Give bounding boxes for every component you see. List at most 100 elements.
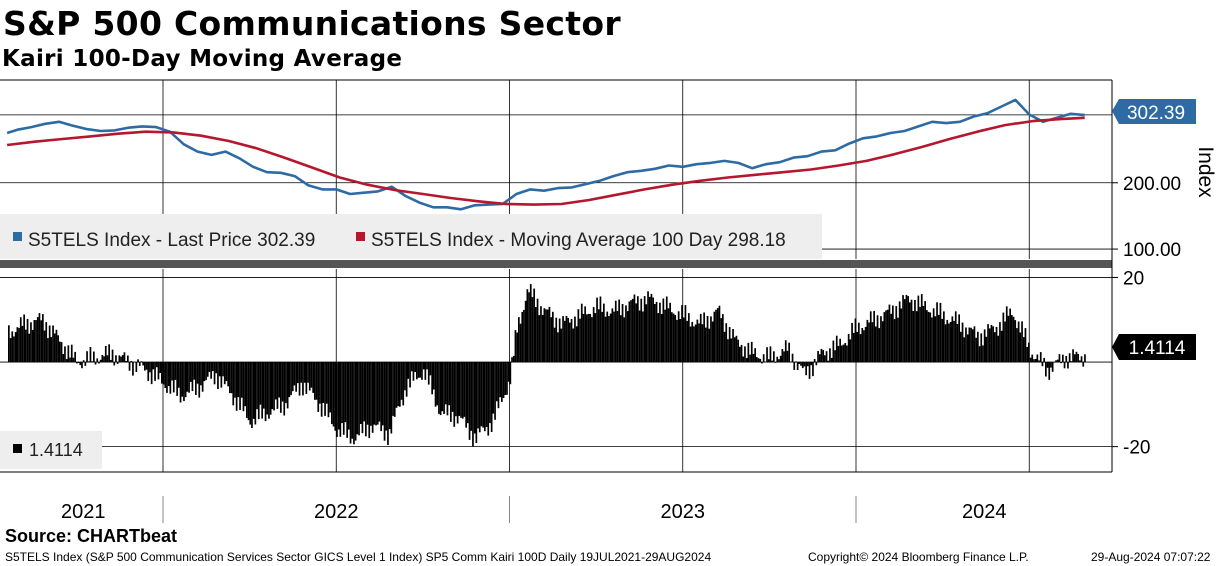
price-last-value-label: 302.39 xyxy=(1127,103,1185,124)
kairi-bar xyxy=(212,362,214,372)
kairi-bar xyxy=(382,362,384,426)
kairi-bar xyxy=(320,362,323,417)
kairi-bar xyxy=(970,327,972,363)
kairi-bar xyxy=(1079,360,1081,362)
kairi-bar xyxy=(380,362,382,432)
kairi-bar xyxy=(128,362,131,371)
kairi-bar xyxy=(441,362,444,412)
kairi-bar xyxy=(346,362,348,438)
kairi-bar xyxy=(70,344,73,363)
kairi-bar xyxy=(541,314,544,362)
kairi-bar xyxy=(198,362,201,398)
kairi-bar xyxy=(798,362,801,364)
kairi-bar xyxy=(555,317,558,362)
kairi-bar xyxy=(676,319,678,362)
kairi-bar xyxy=(74,351,76,363)
kairi-bar xyxy=(55,329,58,362)
kairi-bar xyxy=(1026,347,1028,362)
kairi-bar xyxy=(725,323,728,362)
kairi-bar xyxy=(1039,352,1042,363)
kairi-bar xyxy=(1060,362,1062,364)
kairi-bar xyxy=(213,362,216,385)
kairi-bar xyxy=(565,315,568,362)
kairi-bar xyxy=(563,320,566,362)
kairi-bar xyxy=(866,319,869,362)
kairi-bar xyxy=(936,302,938,363)
kairi-bar xyxy=(291,362,294,392)
kairi-bar xyxy=(433,362,435,390)
kairi-bar xyxy=(597,309,600,362)
kairi-bar xyxy=(971,329,974,362)
kairi-bar xyxy=(1007,315,1010,363)
kairi-bar xyxy=(533,288,535,362)
kairi-bar xyxy=(427,362,430,385)
kairi-bar xyxy=(592,307,595,362)
kairi-bar xyxy=(1024,328,1027,362)
kairi-bar xyxy=(1043,357,1045,362)
kairi-bar xyxy=(591,317,593,362)
kairi-bar xyxy=(841,345,843,363)
kairi-bar xyxy=(982,345,984,363)
kairi-bar xyxy=(104,346,107,363)
kairi-bar xyxy=(1080,356,1083,362)
kairi-bar xyxy=(662,298,665,363)
kairi-bar xyxy=(694,324,697,362)
kairi-bar xyxy=(973,326,976,362)
kairi-bar xyxy=(956,324,959,362)
kairi-bar xyxy=(310,362,313,388)
kairi-bar xyxy=(79,362,82,366)
kairi-bar xyxy=(740,344,743,362)
kairi-bar xyxy=(497,362,500,409)
kairi-bar xyxy=(26,319,29,363)
kairi-bar xyxy=(246,362,248,418)
kairi-bar xyxy=(65,359,68,362)
kairi-bar xyxy=(569,322,571,362)
x-tick-label: 2024 xyxy=(962,501,1007,523)
kairi-bar xyxy=(949,322,952,363)
kairi-bar xyxy=(895,306,898,362)
kairi-bar xyxy=(540,306,542,363)
kairi-bar xyxy=(630,300,632,362)
kairi-bar xyxy=(113,362,116,366)
footer-description: S5TELS Index (S&P 500 Communication Serv… xyxy=(5,550,712,564)
kairi-bar xyxy=(484,362,486,432)
kairi-bar xyxy=(902,295,904,362)
kairi-bar xyxy=(103,356,105,362)
kairi-bar xyxy=(375,362,377,426)
kairi-bar xyxy=(426,362,428,370)
kairi-bar xyxy=(478,362,481,433)
kairi-bar xyxy=(596,297,598,363)
kairi-bar xyxy=(89,347,92,362)
kairi-bar xyxy=(835,335,838,363)
kairi-bar xyxy=(1068,353,1071,362)
kairi-bar xyxy=(351,362,354,439)
kairi-bar xyxy=(110,359,112,363)
kairi-bar xyxy=(344,362,347,423)
kairi-bar xyxy=(886,309,889,363)
kairi-bar xyxy=(302,362,304,396)
kairi-bar xyxy=(620,315,622,363)
kairi-bar xyxy=(1067,362,1069,369)
footer-copyright: Copyright© 2024 Bloomberg Finance L.P. xyxy=(808,550,1029,564)
kairi-bar xyxy=(773,351,775,362)
kairi-bar xyxy=(637,296,639,363)
kairi-bar xyxy=(285,362,287,404)
kairi-bar xyxy=(1084,354,1086,362)
kairi-bar xyxy=(98,362,100,364)
kairi-bar xyxy=(827,360,830,362)
kairi-bar xyxy=(815,362,818,366)
kairi-bar xyxy=(1014,320,1017,363)
kairi-bar xyxy=(477,362,479,429)
kairi-bar xyxy=(552,311,554,363)
kairi-bar xyxy=(851,322,853,362)
kairi-bar xyxy=(647,291,649,363)
kairi-bar xyxy=(341,362,343,424)
kairi-bar xyxy=(167,362,170,387)
price-last-value-marker xyxy=(1112,99,1196,124)
kairi-bar xyxy=(846,345,848,362)
kairi-bar xyxy=(458,362,461,416)
kairi-bar xyxy=(120,356,122,363)
footer-timestamp: 29-Aug-2024 07:07:22 xyxy=(1091,550,1211,564)
chart-title: S&P 500 Communications Sector xyxy=(3,4,621,43)
kairi-bar xyxy=(402,362,405,406)
